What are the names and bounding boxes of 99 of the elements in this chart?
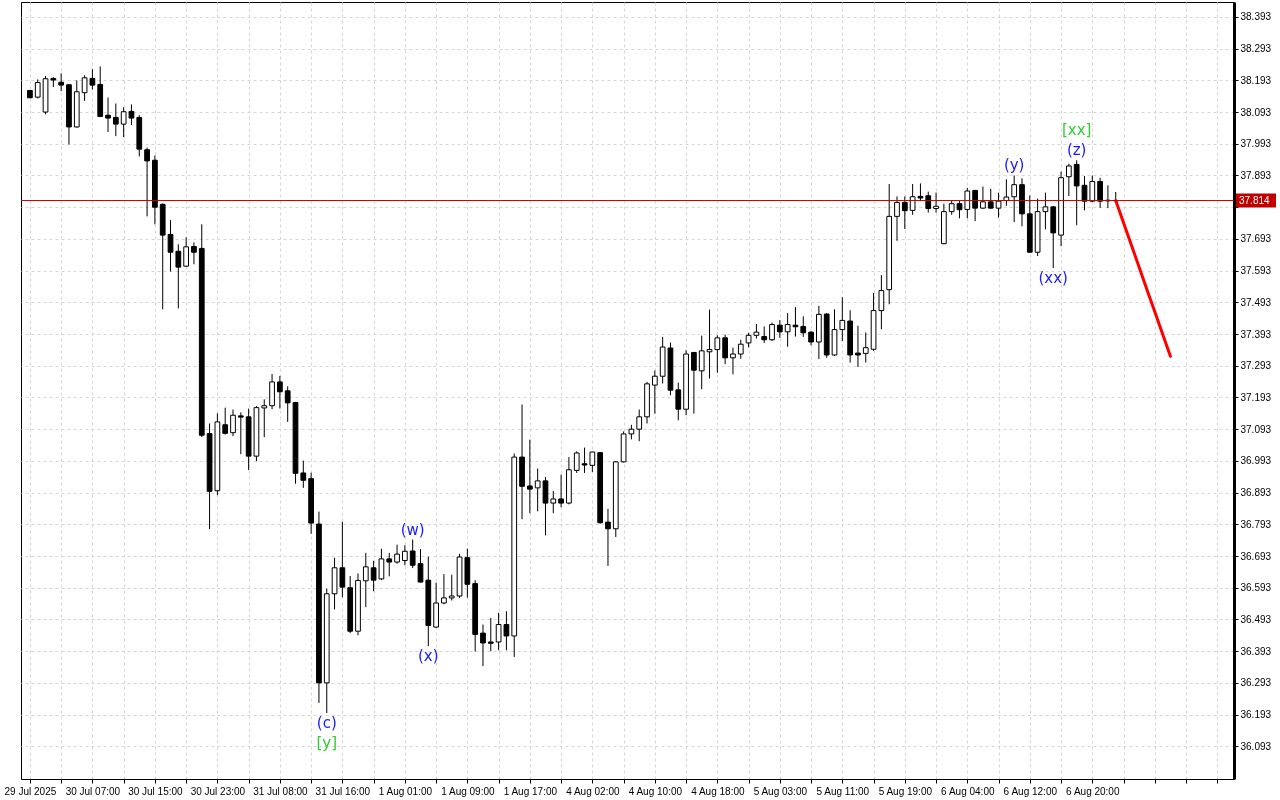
annotation: (xx)	[1038, 269, 1068, 288]
y-tick-label: 36.293	[1240, 677, 1272, 689]
candlestick	[1089, 174, 1096, 203]
x-tick-label: 5 Aug 19:00	[878, 785, 933, 797]
y-tick-label: 37.493	[1240, 296, 1272, 308]
candlestick	[237, 411, 244, 455]
y-tick-label: 36.093	[1240, 740, 1272, 752]
x-tick-label: 4 Aug 02:00	[566, 785, 620, 797]
candlestick	[112, 102, 119, 137]
y-tick-label: 38.293	[1240, 43, 1272, 55]
line-series	[1114, 199, 1172, 358]
x-tick-label: 31 Jul 16:00	[315, 785, 371, 797]
x-tick-label: 4 Aug 18:00	[691, 785, 745, 797]
annotation: (x)	[418, 647, 439, 666]
candlestick	[636, 409, 643, 442]
candlestick	[737, 339, 744, 360]
candlestick	[441, 573, 447, 605]
candlestick	[558, 474, 564, 508]
x-tick-label: 5 Aug 11:00	[816, 785, 870, 797]
y-tick-label: 38.393	[1240, 11, 1272, 23]
candlestick	[480, 624, 486, 667]
candlestick	[894, 195, 900, 242]
y-tick-label: 37.693	[1240, 233, 1272, 245]
candlestick	[995, 192, 1002, 219]
x-tick-label: 4 Aug 10:00	[628, 785, 683, 797]
candlestick	[261, 398, 268, 438]
x-tick-label: 6 Aug 20:00	[1066, 785, 1120, 797]
x-tick-label: 1 Aug 17:00	[503, 785, 558, 797]
candlestick	[855, 325, 861, 368]
x-tick-label: 31 Jul 08:00	[253, 785, 309, 797]
candlestick	[1066, 163, 1072, 197]
y-tick-label: 37.293	[1240, 360, 1272, 372]
y-tick-label: 38.093	[1240, 106, 1272, 118]
candlestick	[980, 186, 986, 210]
x-tick-label: 1 Aug 09:00	[441, 785, 495, 797]
candlestick	[800, 315, 807, 338]
candlestick	[722, 334, 729, 365]
candlestick	[230, 409, 236, 437]
y-tick-label: 36.993	[1240, 455, 1272, 467]
candlestick	[933, 192, 939, 214]
y-tick-label: 37.993	[1240, 138, 1272, 150]
x-tick-label: 6 Aug 12:00	[1003, 785, 1058, 797]
candlestick	[862, 331, 869, 364]
candlestick	[769, 322, 775, 342]
candlestick	[698, 335, 705, 390]
candlestick	[901, 195, 908, 230]
candlestick	[675, 382, 682, 421]
candlestick	[651, 370, 658, 415]
y-tick-label: 37.393	[1240, 328, 1272, 340]
y-tick-label: 37.093	[1240, 423, 1272, 435]
y-tick-label: 36.693	[1240, 550, 1272, 562]
candlestick	[402, 544, 408, 566]
candlestick	[1003, 178, 1010, 207]
candlestick	[386, 552, 393, 577]
x-tick-label: 6 Aug 04:00	[941, 785, 995, 797]
candlestick	[222, 407, 229, 436]
x-tick-label: 5 Aug 03:00	[753, 785, 808, 797]
candlestick	[269, 373, 275, 410]
candlestick	[691, 351, 697, 415]
candlestick	[487, 617, 494, 652]
y-tick-label: 36.793	[1240, 518, 1272, 530]
annotation: (y)	[1003, 156, 1025, 175]
candlestick	[191, 241, 197, 265]
annotation: (w)	[400, 520, 425, 539]
candlestick	[394, 544, 400, 565]
candlestick	[972, 189, 978, 222]
candlestick	[526, 439, 533, 514]
candlestick	[1097, 177, 1103, 209]
y-tick-label: 36.893	[1240, 487, 1272, 499]
candlestick	[1011, 174, 1018, 223]
candlestick	[105, 96, 111, 133]
candlestick	[730, 347, 736, 375]
candlestick	[144, 147, 150, 217]
candlestick	[573, 450, 580, 474]
y-tick-label: 36.493	[1240, 613, 1272, 625]
y-tick-label: 36.593	[1240, 582, 1272, 594]
x-tick-label: 1 Aug 01:00	[378, 785, 433, 797]
x-tick-label: 29 Jul 2025	[4, 785, 57, 797]
candlestick	[362, 552, 369, 608]
y-tick-label: 37.193	[1240, 391, 1272, 403]
annotation: (c)	[316, 714, 337, 733]
x-tick-label: 30 Jul 07:00	[65, 785, 121, 797]
candlestick	[987, 188, 994, 210]
y-tick-label: 37.593	[1240, 265, 1272, 277]
y-tick-label: 36.393	[1240, 645, 1272, 657]
y-tick-label: 38.193	[1240, 74, 1272, 86]
y-tick-label: 36.193	[1240, 709, 1272, 721]
candlestick	[550, 490, 557, 514]
candlestick	[277, 375, 283, 410]
ref-line-label: 37.814	[1239, 194, 1271, 206]
annotation: [xx]	[1061, 121, 1092, 140]
candlestick	[605, 508, 611, 567]
annotation: (z)	[1066, 141, 1087, 160]
candlestick	[448, 574, 455, 601]
annotation: [y]	[316, 734, 338, 753]
y-tick-label: 37.893	[1240, 169, 1272, 181]
candlestick	[183, 236, 189, 268]
x-tick-label: 30 Jul 23:00	[190, 785, 246, 797]
x-tick-label: 30 Jul 15:00	[128, 785, 184, 797]
